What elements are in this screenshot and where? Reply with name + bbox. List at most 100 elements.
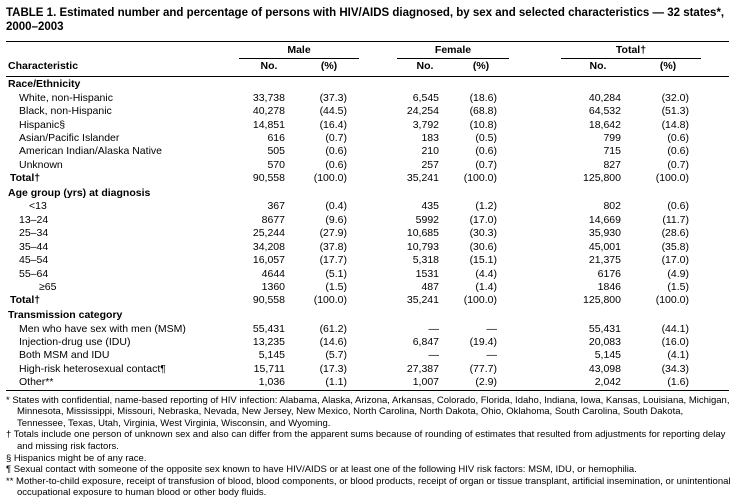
value-cell: —: [486, 349, 498, 362]
value-cell: (1.6): [667, 376, 689, 389]
column-spacer: [359, 119, 397, 132]
table-row: White, non-Hispanic 33,738 (37.3) 6,545 (18.…: [6, 92, 729, 105]
filler-cell: [701, 105, 729, 118]
group-header-row: Male Female Total†: [6, 41, 729, 60]
female-no-header: No.: [397, 58, 453, 77]
value-cell: (0.6): [325, 145, 347, 158]
value-cell: 14,669: [588, 213, 621, 226]
column-spacer: [509, 42, 561, 59]
value-cell: (51.3): [661, 105, 689, 118]
value-cell: 367: [267, 200, 285, 213]
column-spacer: [509, 336, 561, 349]
row-label: Unknown: [19, 158, 63, 171]
column-spacer: [509, 254, 561, 267]
table-head: Male Female Total† Characteristic No. (%…: [6, 41, 729, 77]
table-body: Race/Ethnicity White, non-Hispanic 33,738 (…: [6, 76, 729, 390]
filler-cell: [701, 241, 729, 254]
group-header-total: Total†: [561, 41, 701, 60]
value-cell: 210: [421, 145, 439, 158]
value-cell: (34.3): [661, 362, 689, 375]
value-cell: (0.6): [325, 158, 347, 171]
value-cell: 8677: [261, 213, 285, 226]
value-cell: 125,800: [583, 172, 621, 185]
column-spacer: [509, 349, 561, 362]
row-label: American Indian/Alaska Native: [19, 145, 162, 158]
value-cell: 90,558: [252, 294, 285, 307]
value-cell: 25,244: [252, 227, 285, 240]
column-spacer: [359, 145, 397, 158]
row-label: High-risk heterosexual contact¶: [19, 362, 166, 375]
value-cell: 40,284: [588, 91, 621, 104]
value-cell: 64,532: [588, 105, 621, 118]
characteristic-header: Characteristic: [6, 58, 239, 77]
filler-cell: [701, 227, 729, 240]
column-spacer: [509, 119, 561, 132]
filler-cell: [701, 349, 729, 362]
table-row: 25–34 25,244 (27.9) 10,685 (30.3) 35,930 (28.6…: [6, 227, 729, 240]
value-cell: 802: [603, 200, 621, 213]
value-cell: (10.8): [469, 118, 497, 131]
value-cell: (35.8): [661, 240, 689, 253]
column-spacer: [509, 132, 561, 145]
value-cell: 14,851: [252, 118, 285, 131]
group-header-male: Male: [239, 41, 359, 60]
value-cell: (0.6): [667, 145, 689, 158]
value-cell: 16,057: [252, 254, 285, 267]
value-cell: (100.0): [463, 172, 497, 185]
column-spacer: [359, 323, 397, 336]
column-spacer: [509, 172, 561, 185]
value-cell: (9.6): [325, 213, 347, 226]
column-spacer: [359, 159, 397, 172]
value-cell: (4.9): [667, 267, 689, 280]
row-label: ≥65: [39, 280, 57, 293]
value-cell: 21,375: [588, 254, 621, 267]
filler-cell: [701, 336, 729, 349]
table-row: 55–64 4644 (5.1) 1531 (4.4) 6176 (4.9): [6, 268, 729, 281]
table-row: 35–44 34,208 (37.8) 10,793 (30.6) 45,001 (35.8…: [6, 241, 729, 254]
value-cell: (16.0): [661, 336, 689, 349]
value-cell: (4.4): [475, 267, 497, 280]
column-spacer: [359, 349, 397, 362]
column-spacer: [359, 227, 397, 240]
footnote: ¶ Sexual contact with someone of the opp…: [6, 464, 637, 476]
value-cell: 35,241: [406, 294, 439, 307]
section-title: Race/Ethnicity: [8, 78, 81, 91]
table-row: High-risk heterosexual contact¶ 15,711 (17…: [6, 363, 729, 376]
value-cell: (0.6): [667, 200, 689, 213]
row-label: 35–44: [19, 240, 49, 253]
sub-header-row: Characteristic No. (%) No. (%) No. (%): [6, 58, 729, 77]
value-cell: —: [428, 349, 440, 362]
value-cell: (37.8): [319, 240, 347, 253]
value-cell: 1,007: [412, 376, 439, 389]
footnote: * States with confidential, name-based r…: [6, 394, 730, 429]
male-pct-header: (%): [299, 58, 359, 77]
value-cell: 257: [421, 158, 439, 171]
value-cell: (11.7): [662, 213, 689, 226]
table-row: Black, non-Hispanic 40,278 (44.5) 24,254 (68…: [6, 105, 729, 118]
column-spacer: [359, 281, 397, 294]
value-cell: —: [428, 322, 440, 335]
value-cell: (5.1): [325, 267, 347, 280]
value-cell: 5,145: [258, 349, 285, 362]
row-label: Hispanic§: [19, 118, 66, 131]
filler-cell: [701, 145, 729, 158]
value-cell: 799: [603, 131, 621, 144]
row-label: <13: [29, 200, 47, 213]
section-row: Age group (yrs) at diagnosis: [6, 186, 729, 201]
value-cell: (100.0): [313, 172, 347, 185]
value-cell: (27.9): [319, 227, 347, 240]
male-no-header: No.: [239, 58, 299, 77]
value-cell: 35,241: [406, 172, 439, 185]
filler-cell: [701, 294, 729, 307]
value-cell: (100.0): [655, 172, 689, 185]
value-cell: (17.3): [319, 362, 347, 375]
column-spacer: [359, 132, 397, 145]
value-cell: (1.5): [667, 280, 689, 293]
value-cell: (0.7): [667, 158, 689, 171]
table-row: Men who have sex with men (MSM) 55,431 (61…: [6, 323, 729, 336]
table-row: Injection-drug use (IDU) 13,235 (14.6) 6,84…: [6, 336, 729, 349]
value-cell: 1,036: [258, 376, 285, 389]
value-cell: 45,001: [588, 240, 621, 253]
value-cell: (14.6): [319, 336, 347, 349]
total-row: Total† 90,558 (100.0) 35,241 (100.0) 125,800 (…: [6, 294, 729, 307]
